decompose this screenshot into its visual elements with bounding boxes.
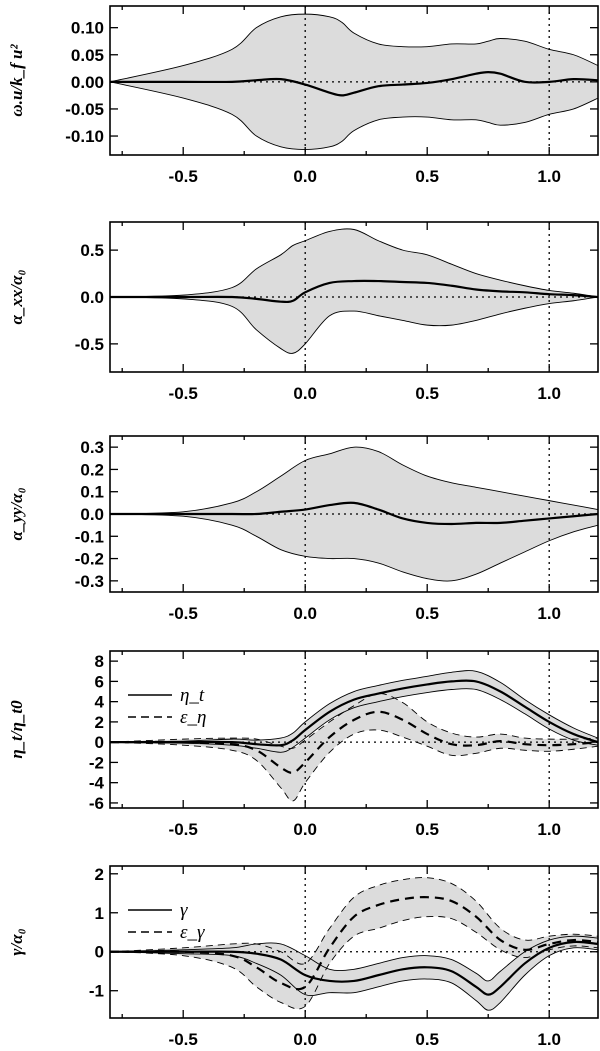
y-tick-label: 0.0 [80,505,104,524]
y-tick-label: 0.1 [80,483,104,502]
plot-area [110,436,598,592]
x-tick-label: -0.5 [169,167,198,186]
y-tick-label: -6 [89,794,104,813]
y-tick-label: -0.1 [75,527,104,546]
envelope-fill-0 [110,228,598,354]
plot-area [110,866,598,1018]
y-axis-label: γ/α₀ [7,928,26,955]
x-tick-label: 0.5 [415,167,439,186]
legend-label: ε_η [180,707,206,728]
plot-area [110,651,598,808]
y-tick-label: 0.00 [71,73,104,92]
envelope-upper-1 [110,693,598,750]
x-tick-label: 0.5 [415,820,439,839]
x-tick-label: 1.0 [537,167,561,186]
y-axis-label: ω.u/k_f u² [7,44,26,117]
y-tick-label: 4 [95,693,105,712]
x-tick-label: 0.5 [415,384,439,403]
envelope-lower-0 [110,296,598,354]
plot-area [110,6,598,155]
axes-frame [109,865,599,1019]
envelope-lower-0 [110,81,598,151]
legend-label: ε_γ [180,922,205,943]
envelope-lower-1 [110,729,598,802]
envelope-upper-0 [110,13,598,83]
envelope-upper-0 [110,446,598,515]
x-tick-label: 0.0 [293,820,317,839]
series-line-1 [110,710,598,774]
series-line-0 [110,70,598,97]
x-tick-label: 0.0 [293,1030,317,1049]
y-tick-label: 0.0 [80,288,104,307]
y-tick-label: -0.05 [65,100,104,119]
y-tick-label: -1 [89,982,104,1001]
panel-alpha-xx: -0.5 0.0 0.5 1.0 0.5 0.0 -0.5 α_xx/α₀ [7,221,599,403]
y-tick-label: -0.2 [75,550,104,569]
series-line-0 [110,501,598,526]
legend-label: γ [180,900,188,921]
envelope-fill-1 [110,877,598,1009]
y-tick-label: 1 [95,904,104,923]
panel-eta-t: -0.5 0.0 0.5 1.0 86 420-2 -4-6 η_t/η_t0 η_tε_η [7,650,599,839]
y-tick-label: -2 [89,753,104,772]
x-tick-label: 1.0 [537,1030,561,1049]
y-tick-label: -4 [89,774,105,793]
series-line-0 [110,679,598,747]
x-tick-label: 0.0 [293,384,317,403]
envelope-lower-0 [110,688,598,753]
x-tick-label: -0.5 [169,1030,198,1049]
plot-area [110,222,598,372]
x-tick-label: -0.5 [169,384,198,403]
y-tick-label: -0.5 [75,335,104,354]
envelope-upper-0 [110,670,598,743]
envelope-fill-1 [110,693,598,801]
series-line-1 [110,896,598,991]
y-tick-label: 8 [95,652,104,671]
y-tick-label: -0.10 [65,127,104,146]
x-tick-label: 1.0 [537,604,561,623]
x-tick-label: 0.5 [415,604,439,623]
x-tick-label: 1.0 [537,820,561,839]
y-tick-label: 6 [95,672,104,691]
axes-frame [109,650,599,809]
legend: γε_γ [128,900,205,943]
y-tick-label: 0.10 [71,19,104,38]
series-line-0 [110,940,598,996]
x-tick-label: 0.5 [415,1030,439,1049]
panel-gamma: -0.5 0.0 0.5 1.0 2 1 0 -1 γ/α₀ γε_γ [7,865,599,1049]
envelope-lower-0 [110,513,598,582]
y-tick-label: 2 [95,713,104,732]
envelope-fill-0 [110,14,598,150]
envelope-upper-1 [110,877,598,965]
x-tick-label: 1.0 [537,384,561,403]
legend-label: η_t [180,685,205,706]
y-tick-label: 0.3 [80,438,104,457]
y-axis-label: η_t/η_t0 [7,700,26,759]
x-tick-label: -0.5 [169,820,198,839]
panel-vorticity-helicity: -0.5 0.0 0.5 1.0 0.10 0.05 0.00 -0.05 -0.10 ω.u/k… [7,5,599,186]
y-tick-label: -0.3 [75,572,104,591]
y-axis-label: α_yy/α₀ [7,487,26,540]
panel-alpha-yy: -0.5 0.0 0.5 1.0 0.3 0.2 0.1 0.0 -0.1 -0.2 -0.3 α_y… [7,435,599,623]
envelope-lower-1 [110,916,598,1010]
axes-frame [109,5,599,156]
envelope-upper-0 [110,228,598,298]
envelope-lower-0 [110,947,598,1011]
y-axis-label: α_xx/α₀ [7,269,26,324]
series-line-0 [110,279,598,304]
y-tick-label: 0.5 [80,241,104,260]
x-tick-label: 0.0 [293,167,317,186]
y-tick-label: 0.2 [80,460,104,479]
y-tick-label: 2 [95,865,104,884]
legend: η_tε_η [128,685,206,728]
envelope-fill-0 [110,447,598,582]
x-tick-label: 0.0 [293,604,317,623]
y-tick-label: 0 [95,733,104,752]
y-tick-label: 0 [95,943,104,962]
y-tick-label: 0.05 [71,46,104,65]
x-tick-label: -0.5 [169,604,198,623]
